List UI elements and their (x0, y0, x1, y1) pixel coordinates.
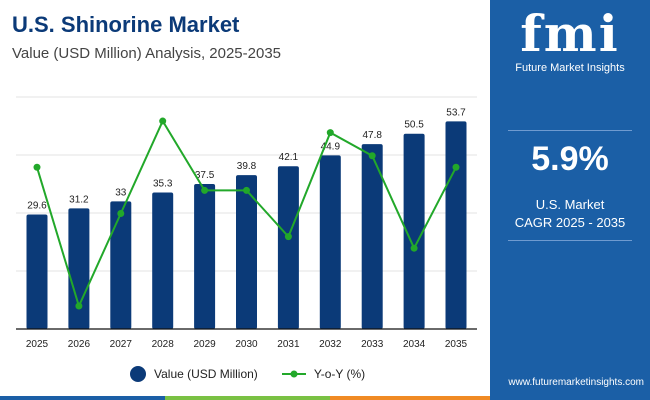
bar-value-label: 44.9 (321, 141, 341, 152)
yoy-point (33, 163, 41, 171)
bar-value-label: 33 (115, 187, 127, 198)
x-tick-label: 2030 (235, 339, 258, 350)
cagr-value: 5.9% (531, 140, 609, 178)
legend-line-swatch (281, 370, 306, 378)
legend: Value (USD Million) Y-o-Y (%) (130, 366, 365, 382)
bar (68, 208, 90, 329)
legend-bar-swatch (130, 366, 146, 382)
bar (361, 144, 383, 329)
x-tick-label: 2029 (193, 339, 216, 350)
bar-value-label: 35.3 (153, 179, 173, 190)
yoy-point (243, 186, 250, 194)
x-tick-label: 2025 (26, 339, 49, 350)
cagr-label: U.S. Market CAGR 2025 - 2035 (514, 197, 626, 230)
bar (403, 133, 425, 329)
x-tick-label: 2032 (319, 339, 342, 350)
legend-line-label: Y-o-Y (%) (313, 367, 366, 381)
x-tick-label: 2033 (361, 339, 384, 350)
x-tick-label: 2034 (403, 339, 426, 350)
bar-value-label: 37.5 (195, 170, 215, 181)
bar-value-label: 53.7 (446, 107, 466, 118)
side-panel: fmi Future Market Insights 5.9% U.S. Mar… (490, 0, 650, 400)
bar-value-label: 31.2 (69, 194, 89, 205)
x-tick-label: 2027 (110, 339, 133, 350)
x-tick-label: 2035 (445, 339, 468, 350)
bar (152, 192, 174, 329)
yoy-point (368, 152, 376, 160)
yoy-point (75, 302, 83, 310)
yoy-point (117, 210, 125, 218)
bar-value-label: 47.8 (362, 130, 382, 141)
footer-strip-orange (330, 396, 490, 400)
bar-value-label: 50.5 (404, 120, 424, 131)
bar (26, 214, 48, 329)
x-tick-label: 2028 (152, 339, 175, 350)
bar (277, 166, 299, 329)
footer-strip-blue (0, 396, 165, 400)
page-title: U.S. Shinorine Market (12, 12, 240, 37)
bar-value-label: 29.6 (27, 201, 47, 212)
x-tick-label: 2026 (68, 339, 91, 350)
yoy-point (159, 117, 167, 125)
fmi-logo: fmi Future Market Insights (515, 4, 625, 75)
yoy-point (410, 244, 418, 252)
bar (194, 184, 216, 329)
x-tick-label: 2031 (277, 339, 300, 350)
yoy-point (326, 129, 334, 137)
bar-value-label: 42.1 (279, 152, 299, 163)
legend-bar-label: Value (USD Million) (154, 367, 258, 381)
divider (508, 130, 632, 131)
footer-strip-green (165, 396, 330, 400)
page-subtitle: Value (USD Million) Analysis, 2025-2035 (12, 45, 282, 62)
bar (445, 121, 467, 329)
yoy-point (452, 163, 460, 171)
chart: 29.6 2025 31.2 2026 33 2027 35.3 2028 37.5 2029 39… (16, 96, 477, 350)
divider (508, 240, 632, 241)
yoy-point (284, 233, 292, 241)
website-url: www.futuremarketinsights.com (508, 377, 644, 388)
bar (110, 201, 132, 329)
yoy-point (201, 186, 209, 194)
bar-value-label: 39.8 (237, 161, 257, 172)
bar (319, 155, 341, 329)
bar (236, 175, 257, 329)
